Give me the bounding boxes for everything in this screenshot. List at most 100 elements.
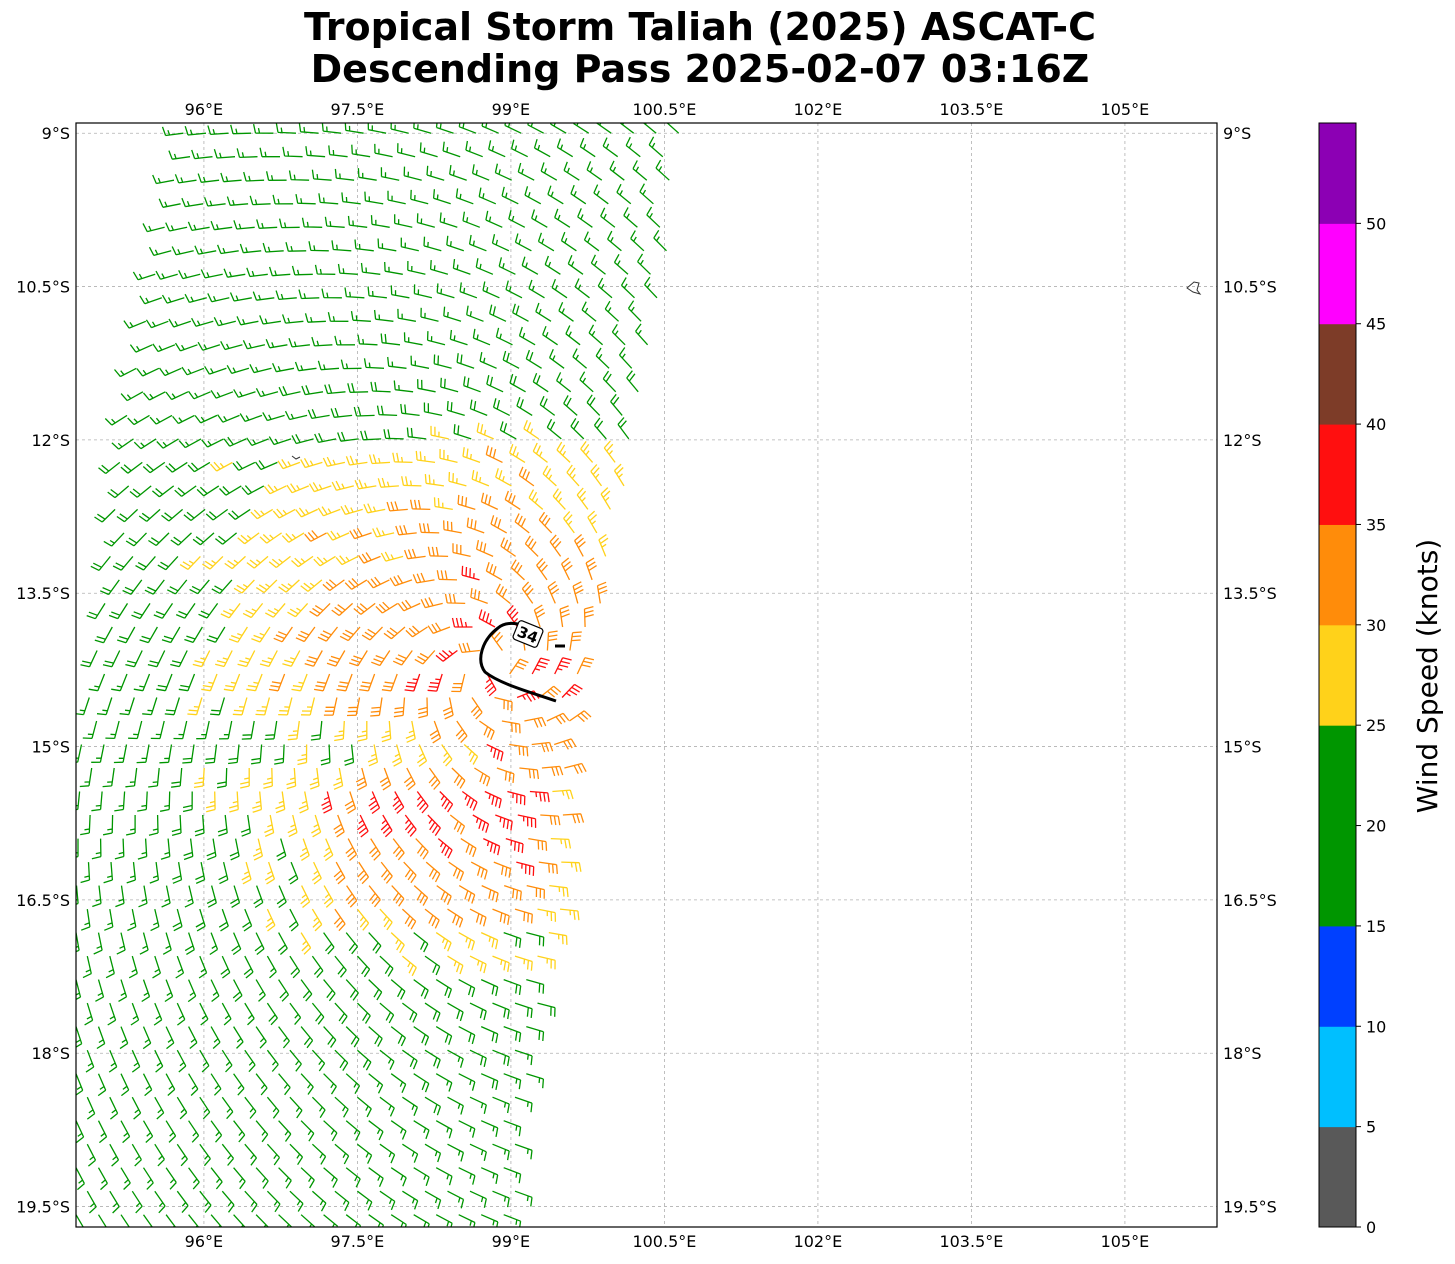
wind-barb xyxy=(514,513,530,534)
wind-barb xyxy=(484,790,502,809)
wind-barb xyxy=(220,172,242,183)
wind-barb xyxy=(412,572,435,584)
wind-barb xyxy=(309,602,331,617)
wind-barb xyxy=(509,373,526,393)
colorbar-segment xyxy=(1319,424,1356,525)
wind-barb xyxy=(105,955,115,979)
wind-barb xyxy=(281,532,305,543)
wind-barb xyxy=(172,861,183,884)
wind-barb xyxy=(130,1002,140,1026)
wind-barb xyxy=(167,579,188,595)
wind-barb xyxy=(243,171,265,182)
wind-barb xyxy=(127,414,150,426)
wind-barb xyxy=(455,188,474,205)
wind-barb xyxy=(317,360,340,371)
wind-barb xyxy=(447,908,464,928)
wind-barb xyxy=(356,1002,371,1024)
wind-barb xyxy=(195,908,206,932)
wind-barb xyxy=(514,955,533,971)
wind-barb xyxy=(111,673,128,692)
wind-barb xyxy=(142,461,166,474)
wind-barb xyxy=(337,263,358,275)
wind-barb xyxy=(288,908,299,932)
wind-barb xyxy=(470,861,488,880)
wind-barb xyxy=(462,211,481,228)
wind-barb xyxy=(309,767,320,790)
wind-barb xyxy=(156,438,179,449)
wind-barb xyxy=(187,390,211,400)
wind-barb xyxy=(546,712,570,725)
wind-barb xyxy=(158,367,182,377)
wind-barb xyxy=(447,1143,465,1162)
wind-barb xyxy=(458,932,476,951)
wind-barb xyxy=(142,1026,152,1050)
wind-barb xyxy=(425,861,441,883)
wind-barb xyxy=(259,147,280,158)
wind-barb xyxy=(86,1096,96,1120)
wind-barb xyxy=(392,452,413,464)
wind-barb xyxy=(436,570,458,581)
colorbar-segment xyxy=(1319,925,1356,1027)
wind-barb xyxy=(323,697,338,716)
wind-barb xyxy=(345,1026,360,1048)
wind-barb xyxy=(503,978,522,995)
gridlines xyxy=(76,123,1217,1227)
wind-barb xyxy=(404,814,417,837)
wind-barb xyxy=(446,400,465,417)
wind-barb xyxy=(109,1190,120,1214)
wind-barb xyxy=(503,1073,522,1090)
wind-barb xyxy=(322,579,345,592)
wind-barb xyxy=(80,814,91,836)
wind-barb xyxy=(553,738,577,750)
wind-barb xyxy=(340,504,363,516)
wind-barb xyxy=(266,1096,280,1119)
wind-barb xyxy=(196,485,220,497)
wind-barb xyxy=(221,1049,233,1073)
wind-barb xyxy=(165,222,188,232)
wind-barb xyxy=(458,885,476,904)
wind-barb xyxy=(203,197,226,207)
wind-barb xyxy=(142,1073,153,1097)
wind-barb xyxy=(418,523,440,534)
wind-barb xyxy=(161,626,181,644)
wind-barb xyxy=(114,838,125,860)
wind-barb xyxy=(460,838,477,858)
wind-barb xyxy=(565,325,581,346)
wind-barb xyxy=(311,1143,327,1165)
wind-barb xyxy=(521,581,534,604)
wind-barb xyxy=(255,1073,268,1096)
wind-barb xyxy=(125,767,138,788)
wind-barb xyxy=(165,1073,176,1096)
wind-barb xyxy=(254,932,265,956)
colorbar-segment xyxy=(1319,1126,1356,1228)
wind-barb xyxy=(82,720,98,740)
wind-barb xyxy=(76,1167,85,1191)
wind-barb xyxy=(469,908,487,927)
wind-barb xyxy=(142,223,165,233)
wind-barb xyxy=(533,139,551,158)
wind-barb xyxy=(233,1073,245,1096)
wind-barb xyxy=(182,791,193,813)
wind-barb xyxy=(390,285,410,299)
wind-barb xyxy=(484,673,497,697)
wind-barb xyxy=(220,603,241,619)
lat-tick-label-left: 15°S xyxy=(31,738,70,757)
wind-barb xyxy=(619,123,635,134)
lon-tick-label-bottom: 103.5°E xyxy=(939,1232,1003,1251)
wind-barb xyxy=(586,394,601,416)
wind-barb xyxy=(363,503,386,514)
wind-barb xyxy=(458,642,480,654)
wind-barb xyxy=(142,1167,154,1190)
wind-barb xyxy=(311,1002,325,1025)
wind-barb xyxy=(458,979,476,998)
wind-barb xyxy=(165,1120,177,1143)
wind-barb xyxy=(413,284,433,299)
wind-barb xyxy=(532,372,549,393)
wind-barb xyxy=(444,593,466,605)
wind-barb xyxy=(390,1167,407,1187)
wind-barb xyxy=(368,1214,385,1227)
wind-barb xyxy=(353,406,375,417)
wind-barb xyxy=(492,1049,510,1067)
wind-barb xyxy=(311,1096,326,1119)
